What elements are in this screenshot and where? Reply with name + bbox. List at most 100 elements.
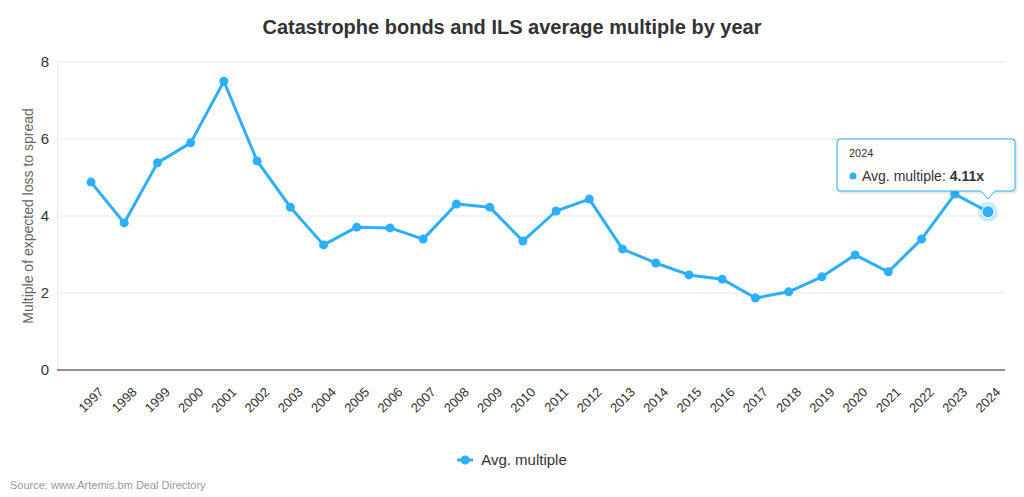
x-tick-label: 1998 <box>109 384 140 415</box>
y-axis: 0 2 4 6 8 <box>41 53 58 378</box>
x-tick: 2013 <box>607 370 638 415</box>
tooltip-box <box>837 139 1015 191</box>
x-tick-label: 2022 <box>906 384 937 415</box>
x-tick: 2009 <box>474 370 505 415</box>
x-tick-label: 2014 <box>640 384 671 415</box>
legend: Avg. multiple <box>457 451 567 468</box>
series-marker[interactable] <box>120 218 129 227</box>
x-tick: 2001 <box>208 370 239 415</box>
x-tick: 2023 <box>939 370 970 415</box>
series-marker[interactable] <box>352 223 361 232</box>
series-marker[interactable] <box>784 287 793 296</box>
x-tick: 2024 <box>972 370 1003 415</box>
series-marker[interactable] <box>685 270 694 279</box>
series-marker[interactable] <box>751 294 760 303</box>
series-marker[interactable] <box>552 206 561 215</box>
x-tick-label: 2000 <box>175 384 206 415</box>
x-tick: 2014 <box>640 370 671 415</box>
tooltip-swatch <box>850 173 857 180</box>
x-tick-label: 2012 <box>574 384 605 415</box>
x-tick-label: 2010 <box>507 384 538 415</box>
x-tick-label: 2015 <box>673 384 704 415</box>
x-tick-label: 2008 <box>441 384 472 415</box>
tooltip-pointer-cover <box>982 190 995 192</box>
tooltip-pointer <box>981 191 995 199</box>
x-tick-label: 2001 <box>208 384 239 415</box>
series-marker[interactable] <box>851 250 860 259</box>
x-tick-label: 2020 <box>840 384 871 415</box>
series-marker[interactable] <box>219 77 228 86</box>
y-tick: 0 <box>41 361 57 378</box>
x-tick: 1998 <box>109 370 140 415</box>
series-marker[interactable] <box>452 200 461 209</box>
x-axis-line <box>57 370 1005 371</box>
tooltip-value: 4.11x <box>950 168 984 184</box>
tooltip: 2024Avg. multiple:4.11x <box>837 139 1015 199</box>
y-axis-line <box>57 63 58 371</box>
x-tick: 2006 <box>374 370 405 415</box>
x-tick-label: 2004 <box>308 384 339 415</box>
x-axis: 1997199819992000200120022003200420052006… <box>57 370 1005 415</box>
series-marker[interactable] <box>87 178 96 187</box>
y-tick: 4 <box>41 207 57 224</box>
legend-label[interactable]: Avg. multiple <box>481 451 567 468</box>
series-marker[interactable] <box>319 240 328 249</box>
series-marker[interactable] <box>884 267 893 276</box>
x-tick: 2000 <box>175 370 206 415</box>
x-tick: 2019 <box>806 370 837 415</box>
grid-line <box>57 216 1005 217</box>
grid <box>57 62 1005 370</box>
y-tick-label: 6 <box>41 130 49 147</box>
x-tick-label: 2006 <box>374 384 405 415</box>
x-tick: 2007 <box>408 370 439 415</box>
series-marker[interactable] <box>518 237 527 246</box>
chart-title: Catastrophe bonds and ILS average multip… <box>262 16 761 38</box>
series-marker[interactable] <box>419 235 428 244</box>
legend-item[interactable]: Avg. multiple <box>457 451 567 468</box>
y-axis-title: Multiple of expected loss to spread <box>20 108 36 324</box>
x-tick-label: 2007 <box>408 384 439 415</box>
x-tick: 2003 <box>275 370 306 415</box>
y-tick: 2 <box>41 284 57 301</box>
x-tick-label: 2005 <box>341 384 372 415</box>
tooltip-title: 2024 <box>849 147 873 159</box>
series-marker[interactable] <box>817 272 826 281</box>
x-tick: 1997 <box>75 370 106 415</box>
y-tick-label: 4 <box>41 207 49 224</box>
series-marker[interactable] <box>386 223 395 232</box>
x-tick: 1999 <box>142 370 173 415</box>
x-tick: 2004 <box>308 370 339 415</box>
x-tick-label: 2018 <box>773 384 804 415</box>
series-marker[interactable] <box>186 138 195 147</box>
x-tick-label: 1997 <box>75 384 106 415</box>
y-tick-label: 2 <box>41 284 49 301</box>
series-marker[interactable] <box>585 195 594 204</box>
x-tick: 2016 <box>707 370 738 415</box>
x-tick-label: 2009 <box>474 384 505 415</box>
series-marker[interactable] <box>618 245 627 254</box>
y-tick-label: 8 <box>41 53 49 70</box>
grid-line <box>57 370 1005 371</box>
x-tick-label: 2011 <box>541 384 571 414</box>
x-tick-label: 2021 <box>873 384 904 415</box>
grid-line <box>57 293 1005 294</box>
series-marker[interactable] <box>485 203 494 212</box>
x-tick: 2018 <box>773 370 804 415</box>
series-marker[interactable] <box>917 235 926 244</box>
grid-line <box>57 62 1005 63</box>
x-tick: 2002 <box>242 370 273 415</box>
x-tick: 2005 <box>341 370 372 415</box>
x-tick-label: 2003 <box>275 384 306 415</box>
x-tick-label: 2002 <box>242 384 273 415</box>
x-tick: 2012 <box>574 370 605 415</box>
series-marker[interactable] <box>718 275 727 284</box>
series-marker[interactable] <box>286 203 295 212</box>
x-tick-label: 2017 <box>740 384 771 415</box>
series-marker[interactable] <box>153 158 162 167</box>
x-tick-label: 2016 <box>707 384 738 415</box>
y-tick: 6 <box>41 130 57 147</box>
series-marker[interactable] <box>651 258 660 267</box>
x-tick-label: 2019 <box>806 384 837 415</box>
chart: Catastrophe bonds and ILS average multip… <box>0 0 1024 497</box>
series-marker[interactable] <box>253 156 262 165</box>
